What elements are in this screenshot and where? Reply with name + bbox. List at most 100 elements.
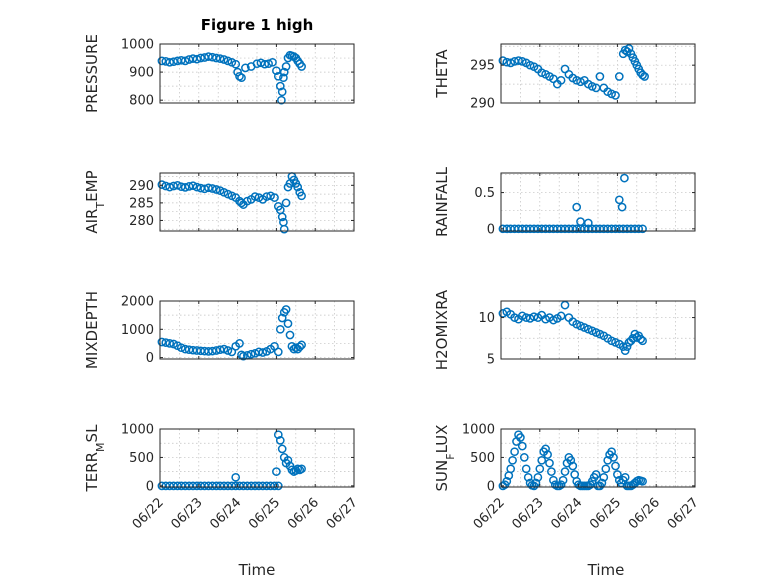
data-point	[618, 342, 628, 351]
data-point	[275, 81, 285, 91]
subplot-6: 5 10 H2OMIXRA	[433, 289, 696, 370]
y-tick-label: 1000	[462, 423, 495, 438]
data-point	[636, 334, 646, 344]
data-point	[541, 444, 550, 454]
data-point	[510, 447, 519, 457]
y-tick-label: 0.5	[474, 186, 495, 201]
data-point	[624, 44, 634, 53]
data-point	[508, 455, 517, 465]
data-point	[277, 87, 287, 97]
subplot-4: 0 0.5 RAINFALL	[433, 166, 696, 237]
data-point	[223, 346, 233, 355]
y-tick-label: 0	[487, 479, 495, 494]
data-point	[533, 472, 543, 482]
data-point	[607, 447, 616, 457]
data-point	[556, 75, 566, 85]
y-tick-label: 295	[470, 59, 495, 74]
data-point	[521, 464, 531, 474]
y-tick-label: 280	[129, 214, 154, 229]
data-point	[235, 71, 244, 81]
data-point	[517, 441, 527, 451]
y-tick-label: 0	[487, 222, 495, 237]
data-point	[157, 180, 167, 189]
data-point	[576, 321, 585, 331]
data-point	[506, 464, 516, 474]
data-point	[281, 305, 291, 314]
data-point	[599, 472, 609, 482]
y-axis-label: H2OMIXRA	[433, 289, 451, 370]
data-point	[293, 182, 303, 192]
data-point	[279, 67, 289, 77]
data-point	[204, 52, 213, 61]
data-point	[638, 70, 647, 80]
data-point	[165, 339, 175, 348]
data-point	[622, 342, 632, 351]
data-point	[223, 56, 233, 66]
x-tick-label: 06/27	[665, 495, 702, 532]
y-tick-label: 0	[146, 479, 154, 494]
data-point	[510, 313, 519, 322]
y-tick-label: 290	[129, 179, 154, 194]
figure-title: Figure 1 high	[201, 16, 314, 34]
y-axis-label: AIRTEMP	[83, 170, 107, 233]
data-point	[237, 73, 246, 83]
data-point	[613, 470, 622, 479]
data-point	[297, 191, 306, 201]
data-point	[176, 343, 186, 353]
data-point	[297, 62, 306, 71]
y-tick-label: 800	[129, 94, 154, 109]
data-point	[273, 71, 283, 81]
data-point	[529, 312, 539, 322]
data-point	[506, 58, 516, 68]
y-axis-label: PRESSURE	[83, 34, 101, 113]
x-tick-label: 06/22	[471, 495, 508, 532]
axes-frame	[500, 43, 696, 104]
y-tick-label: 0	[146, 351, 154, 366]
data-point	[219, 344, 229, 354]
data-point	[558, 475, 568, 485]
data-point	[587, 82, 597, 91]
data-point	[273, 347, 283, 357]
data-point	[188, 181, 198, 191]
data-point	[231, 472, 241, 482]
y-axis-label: TERRMSL	[83, 424, 107, 493]
data-point	[638, 224, 647, 234]
data-point	[297, 340, 306, 350]
data-point	[519, 453, 529, 462]
y-tick-label: 290	[470, 97, 495, 112]
x-tick-label: 06/26	[626, 495, 663, 532]
y-tick-label: 500	[129, 451, 154, 466]
y-tick-label: 900	[129, 66, 154, 81]
data-point	[279, 224, 289, 234]
data-point	[157, 337, 167, 347]
data-point	[498, 56, 508, 65]
data-point	[235, 339, 244, 348]
data-point	[270, 481, 279, 491]
data-point	[620, 472, 630, 482]
data-point	[208, 184, 217, 193]
axes-frame	[159, 428, 355, 488]
data-point	[545, 458, 554, 468]
y-axis-label: SUNFLUX	[433, 425, 457, 492]
y-tick-label: 10	[478, 311, 495, 326]
data-point	[204, 183, 213, 193]
data-point	[525, 60, 535, 70]
subplot-5: 0 1000 2000 MIXDEPTH	[83, 291, 355, 369]
data-point	[583, 218, 593, 228]
data-point	[620, 346, 630, 356]
data-point	[180, 183, 190, 192]
data-point	[157, 56, 167, 66]
data-point	[283, 319, 293, 328]
data-point	[607, 89, 616, 99]
data-point	[277, 95, 286, 105]
y-axis-label: RAINFALL	[433, 166, 451, 237]
data-point	[264, 59, 273, 69]
subplot-3: 280 285 290 AIRTEMP	[83, 170, 355, 234]
y-tick-label: 1000	[121, 423, 154, 438]
x-axis-label-right: Time	[587, 561, 625, 579]
data-point	[611, 461, 620, 471]
data-point	[237, 350, 246, 360]
data-point	[219, 55, 229, 64]
data-point	[272, 66, 281, 76]
